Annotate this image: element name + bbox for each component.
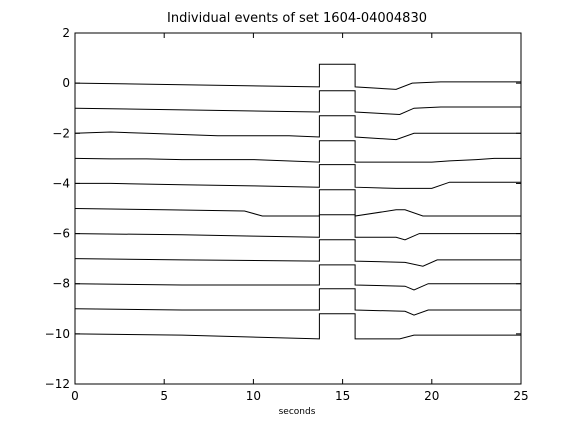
event-trace-6 (74, 189, 521, 217)
x-tick-label: 10 (246, 389, 261, 403)
y-tick-label: −6 (52, 227, 70, 241)
x-tick-label: 15 (335, 389, 350, 403)
x-tick-label: 25 (513, 389, 528, 403)
x-tick-label: 20 (424, 389, 439, 403)
event-trace-8 (74, 239, 521, 267)
y-tick-label: 0 (62, 76, 70, 90)
x-tick-label: 0 (71, 389, 79, 403)
event-trace-2 (74, 90, 521, 116)
event-trace-11 (74, 313, 521, 340)
y-tick-label: −2 (52, 126, 70, 140)
y-tick-label: −10 (45, 327, 70, 341)
y-axis: −12 −10 −8 −6 −4 −2 0 2 (45, 26, 521, 391)
event-trace-4 (74, 140, 521, 163)
event-trace-9 (74, 264, 521, 291)
event-trace-5 (75, 164, 521, 189)
x-tick-label: 5 (160, 389, 168, 403)
event-trace-1 (74, 63, 521, 90)
y-tick-label: 2 (62, 26, 70, 40)
event-trace-3 (74, 115, 521, 141)
chart-title: Individual events of set 1604-04004830 (167, 11, 427, 26)
y-tick-label: −8 (52, 277, 70, 291)
y-tick-label: −12 (45, 377, 70, 391)
event-trace-10 (74, 288, 521, 316)
x-axis: 0 5 10 15 20 25 (71, 33, 529, 403)
series-layer (74, 63, 521, 340)
y-tick-label: −4 (52, 176, 70, 190)
x-axis-label: seconds (279, 407, 316, 417)
event-trace-7 (74, 214, 521, 241)
